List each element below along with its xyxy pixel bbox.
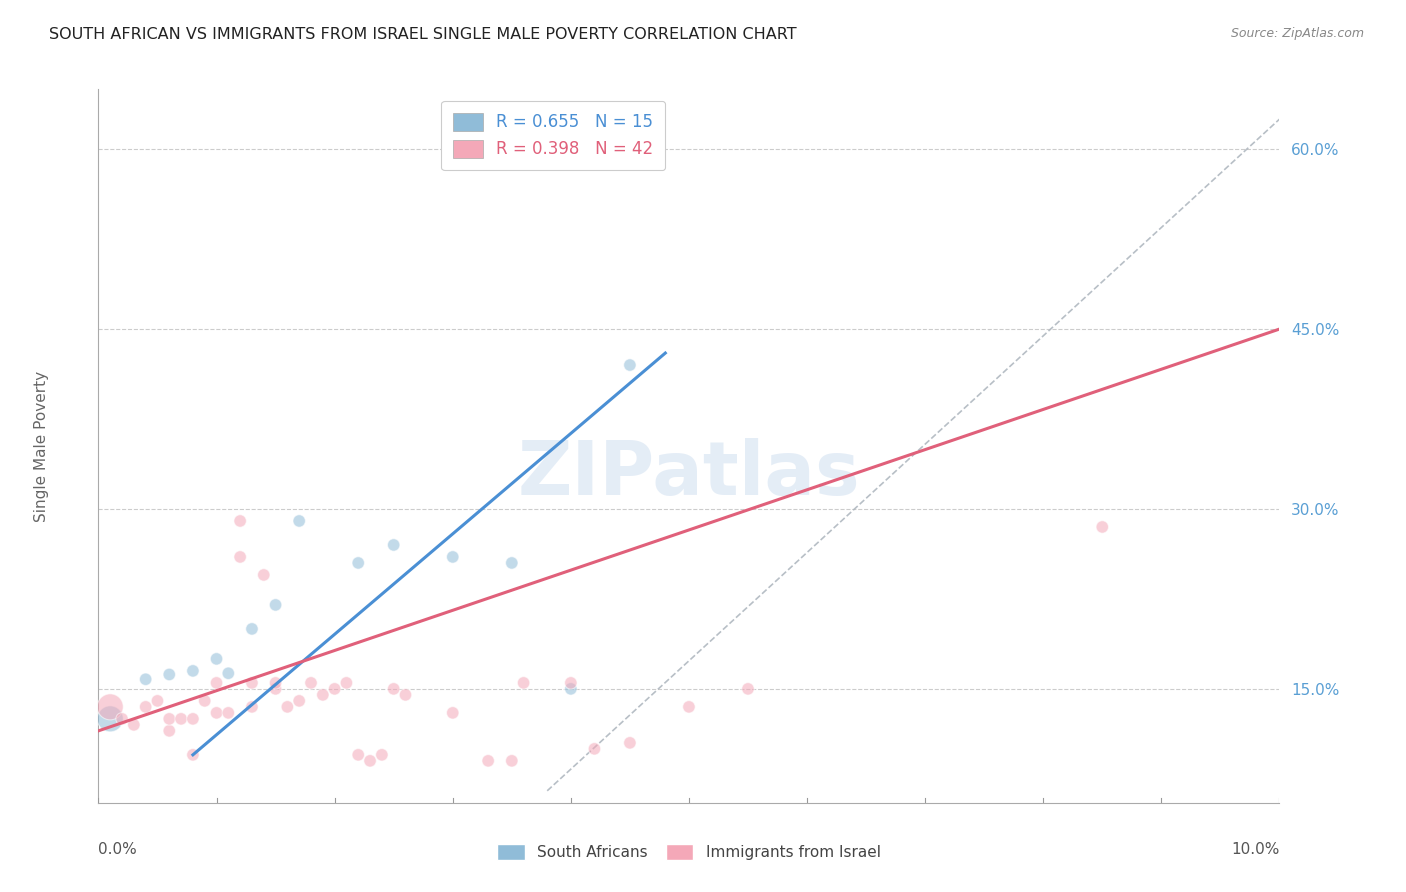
Point	[382, 681, 405, 696]
Point	[371, 747, 394, 762]
Point	[157, 723, 180, 738]
Point	[240, 676, 263, 690]
Point	[737, 681, 759, 696]
Point	[253, 568, 276, 582]
Point	[264, 598, 287, 612]
Text: Source: ZipAtlas.com: Source: ZipAtlas.com	[1230, 27, 1364, 40]
Point	[619, 358, 641, 372]
Point	[181, 712, 204, 726]
Text: SOUTH AFRICAN VS IMMIGRANTS FROM ISRAEL SINGLE MALE POVERTY CORRELATION CHART: SOUTH AFRICAN VS IMMIGRANTS FROM ISRAEL …	[49, 27, 797, 42]
Point	[299, 676, 322, 690]
Point	[205, 676, 228, 690]
Point	[240, 699, 263, 714]
Point	[394, 688, 416, 702]
Point	[135, 673, 157, 687]
Point	[441, 706, 464, 720]
Point	[181, 747, 204, 762]
Point	[477, 754, 499, 768]
Point	[135, 699, 157, 714]
Point	[98, 699, 121, 714]
Point	[1091, 520, 1114, 534]
Point	[217, 666, 239, 681]
Point	[347, 556, 370, 570]
Text: Single Male Poverty: Single Male Poverty	[34, 370, 49, 522]
Point	[560, 676, 582, 690]
Point	[288, 514, 311, 528]
Point	[678, 699, 700, 714]
Point	[501, 556, 523, 570]
Point	[512, 676, 534, 690]
Point	[347, 747, 370, 762]
Point	[312, 688, 335, 702]
Point	[205, 706, 228, 720]
Point	[583, 741, 606, 756]
Legend: South Africans, Immigrants from Israel: South Africans, Immigrants from Israel	[491, 838, 887, 866]
Point	[288, 694, 311, 708]
Text: 10.0%: 10.0%	[1232, 842, 1279, 857]
Point	[323, 681, 346, 696]
Point	[98, 712, 121, 726]
Point	[264, 676, 287, 690]
Point	[157, 712, 180, 726]
Point	[359, 754, 381, 768]
Text: ZIPatlas: ZIPatlas	[517, 438, 860, 511]
Point	[217, 706, 239, 720]
Point	[276, 699, 298, 714]
Point	[382, 538, 405, 552]
Point	[441, 549, 464, 564]
Point	[229, 549, 252, 564]
Point	[501, 754, 523, 768]
Point	[194, 694, 217, 708]
Point	[205, 652, 228, 666]
Point	[619, 736, 641, 750]
Point	[111, 712, 134, 726]
Point	[122, 718, 145, 732]
Point	[335, 676, 357, 690]
Point	[181, 664, 204, 678]
Point	[240, 622, 263, 636]
Point	[170, 712, 193, 726]
Point	[229, 514, 252, 528]
Point	[560, 681, 582, 696]
Point	[157, 667, 180, 681]
Text: 0.0%: 0.0%	[98, 842, 138, 857]
Point	[146, 694, 169, 708]
Point	[264, 681, 287, 696]
